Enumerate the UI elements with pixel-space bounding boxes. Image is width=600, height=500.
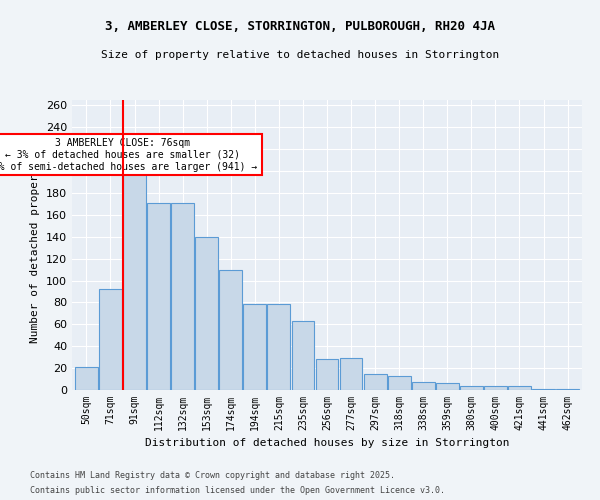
Bar [484,386,507,390]
Y-axis label: Number of detached properties: Number of detached properties [31,147,40,343]
Bar [75,367,98,390]
Bar [268,304,290,390]
Bar [508,386,531,390]
Bar [123,169,146,390]
Bar [460,386,483,390]
Bar [532,389,555,390]
Bar [99,290,122,390]
Bar [316,360,338,390]
Bar [364,374,386,390]
Text: Contains HM Land Registry data © Crown copyright and database right 2025.: Contains HM Land Registry data © Crown c… [30,471,395,480]
Bar [436,384,459,390]
Bar [244,304,266,390]
Text: 3 AMBERLEY CLOSE: 76sqm
← 3% of detached houses are smaller (32)
97% of semi-det: 3 AMBERLEY CLOSE: 76sqm ← 3% of detached… [0,138,257,172]
Bar [195,237,218,390]
Bar [220,270,242,390]
Bar [340,358,362,390]
Bar [388,376,410,390]
Text: Contains public sector information licensed under the Open Government Licence v3: Contains public sector information licen… [30,486,445,495]
X-axis label: Distribution of detached houses by size in Storrington: Distribution of detached houses by size … [145,438,509,448]
Bar [292,321,314,390]
Bar [412,382,434,390]
Bar [171,203,194,390]
Text: 3, AMBERLEY CLOSE, STORRINGTON, PULBOROUGH, RH20 4JA: 3, AMBERLEY CLOSE, STORRINGTON, PULBOROU… [105,20,495,33]
Bar [556,389,579,390]
Bar [147,203,170,390]
Text: Size of property relative to detached houses in Storrington: Size of property relative to detached ho… [101,50,499,60]
